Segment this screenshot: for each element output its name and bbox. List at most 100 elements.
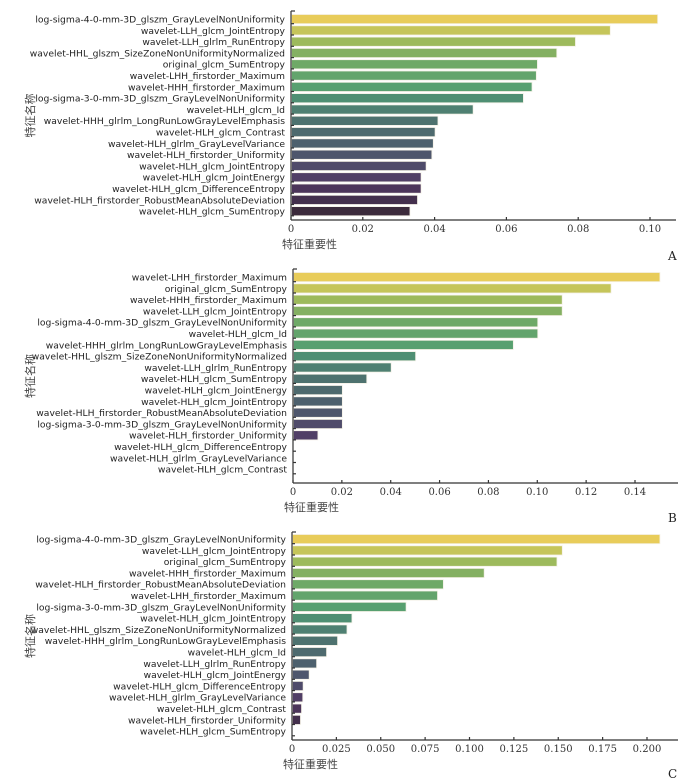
bar xyxy=(291,194,418,205)
y-tick-label: wavelet-HLH_glcm_Contrast xyxy=(156,128,286,139)
bar xyxy=(291,25,611,36)
bar xyxy=(291,149,433,160)
x-tick-label: 0.02 xyxy=(352,224,374,235)
bar xyxy=(291,93,524,104)
bar xyxy=(293,418,343,429)
y-axis-title: 特征名称 xyxy=(23,94,37,138)
bar xyxy=(292,714,301,725)
x-tick-label: 0 xyxy=(290,487,296,498)
chart-panel-b: wavelet-LHH_firstorder_Maximumoriginal_g… xyxy=(23,268,678,525)
y-tick-label: wavelet-LHH_firstorder_Maximum xyxy=(132,273,287,284)
y-tick-label: wavelet-HLH_glcm_Id xyxy=(187,105,285,116)
bar xyxy=(292,624,348,635)
x-tick-label: 0.02 xyxy=(331,487,353,498)
bar xyxy=(293,351,417,362)
y-tick-label: wavelet-LLH_glcm_JointEntropy xyxy=(143,306,288,317)
x-tick-label: 0.150 xyxy=(544,744,573,755)
y-tick-label: wavelet-LLH_glrlm_RunEntropy xyxy=(143,659,286,670)
bar xyxy=(293,430,319,441)
y-tick-label: wavelet-HHH_firstorder_Maximum xyxy=(129,568,286,579)
y-tick-label: wavelet-HHL_glszm_SizeZoneNonUniformityN… xyxy=(30,48,285,59)
x-tick-label: 0.075 xyxy=(411,744,440,755)
bar xyxy=(292,613,353,624)
bar xyxy=(292,590,438,601)
y-tick-label: wavelet-LLH_glcm_JointEntropy xyxy=(141,26,286,37)
bar xyxy=(291,59,538,70)
chart-panel-a: log-sigma-4-0-mm-3D_glszm_GrayLevelNonUn… xyxy=(23,10,677,263)
x-tick-label: 0.10 xyxy=(526,487,548,498)
y-tick-label: wavelet-HHH_firstorder_Maximum xyxy=(128,82,285,93)
bar xyxy=(293,407,343,418)
y-tick-label: wavelet-HLH_glcm_DifferenceEntropy xyxy=(112,184,285,195)
bar xyxy=(291,70,537,81)
x-axis-title: 特征重要性 xyxy=(284,500,339,514)
y-tick-label: wavelet-HHH_firstorder_Maximum xyxy=(130,295,287,306)
bar xyxy=(291,183,422,194)
y-tick-label: wavelet-HLH_firstorder_RobustMeanAbsolut… xyxy=(34,195,285,206)
y-tick-label: log-sigma-3-0-mm-3D_glszm_GrayLevelNonUn… xyxy=(37,419,287,430)
y-tick-label: wavelet-HLH_glcm_SumEntropy xyxy=(141,374,288,385)
bar xyxy=(292,692,304,703)
y-tick-label: original_glcm_SumEntropy xyxy=(165,284,288,295)
x-tick-label: 0.10 xyxy=(639,224,661,235)
bar xyxy=(293,385,343,396)
bar xyxy=(293,373,368,384)
y-tick-label: wavelet-HLH_glcm_JointEntropy xyxy=(141,397,287,408)
y-tick-label: wavelet-LLH_glrlm_RunEntropy xyxy=(142,37,285,48)
y-tick-label: log-sigma-4-0-mm-3D_glszm_GrayLevelNonUn… xyxy=(35,15,285,26)
x-tick-label: 0.025 xyxy=(322,744,351,755)
bar xyxy=(293,396,343,407)
y-tick-label: wavelet-HLH_firstorder_Uniformity xyxy=(127,150,286,161)
y-tick-label: original_glcm_SumEntropy xyxy=(163,60,286,71)
bar xyxy=(292,579,444,590)
y-tick-label: wavelet-HLH_glcm_SumEntropy xyxy=(140,727,287,738)
bar xyxy=(291,138,434,149)
bar xyxy=(291,115,439,126)
x-tick-label: 0.175 xyxy=(588,744,617,755)
bar xyxy=(292,635,338,646)
y-tick-label: wavelet-LHH_firstorder_Maximum xyxy=(131,591,286,602)
bar xyxy=(293,339,514,350)
bar xyxy=(292,658,318,669)
x-tick-label: 0 xyxy=(289,744,295,755)
bar xyxy=(291,36,576,47)
y-tick-label: wavelet-HLH_firstorder_RobustMeanAbsolut… xyxy=(36,408,287,419)
y-tick-label: wavelet-LLH_glrlm_RunEntropy xyxy=(144,363,287,374)
bar xyxy=(292,681,304,692)
y-tick-label: log-sigma-4-0-mm-3D_glszm_GrayLevelNonUn… xyxy=(36,535,286,546)
x-tick-label: 0 xyxy=(288,224,294,235)
y-tick-label: wavelet-HLH_glcm_JointEnergy xyxy=(144,670,287,681)
y-tick-label: wavelet-HHH_glrlm_LongRunLowGrayLevelEmp… xyxy=(44,116,285,127)
y-axis-title: 特征名称 xyxy=(23,614,37,658)
bar xyxy=(292,703,302,714)
x-tick-label: 0.04 xyxy=(380,487,402,498)
y-tick-label: wavelet-LHH_firstorder_Maximum xyxy=(130,71,285,82)
bar xyxy=(293,362,392,373)
x-tick-label: 0.100 xyxy=(455,744,484,755)
bar xyxy=(293,305,563,316)
y-tick-label: wavelet-HLH_glcm_Id xyxy=(188,648,286,659)
bar xyxy=(292,568,485,579)
y-tick-label: wavelet-HLH_glcm_Id xyxy=(189,329,287,340)
bar xyxy=(293,294,563,305)
x-axis-title: 特征重要性 xyxy=(283,757,338,771)
bar xyxy=(293,328,539,339)
x-tick-label: 0.12 xyxy=(575,487,597,498)
y-axis-title: 特征名称 xyxy=(23,354,37,398)
y-tick-label: wavelet-LLH_glcm_JointEntropy xyxy=(142,546,287,557)
y-tick-label: wavelet-HHL_glszm_SizeZoneNonUniformityN… xyxy=(32,352,287,363)
bar xyxy=(292,647,327,658)
y-tick-label: wavelet-HLH_glcm_Contrast xyxy=(158,465,288,476)
bar xyxy=(291,81,533,92)
y-tick-label: wavelet-HLH_firstorder_Uniformity xyxy=(128,715,287,726)
bar xyxy=(291,48,558,59)
x-tick-label: 0.06 xyxy=(495,224,517,235)
x-tick-label: 0.06 xyxy=(428,487,450,498)
bar xyxy=(291,206,411,217)
x-tick-label: 0.200 xyxy=(633,744,662,755)
y-tick-label: wavelet-HLH_glcm_SumEntropy xyxy=(139,207,286,218)
y-tick-label: wavelet-HLH_glrlm_GrayLevelVariance xyxy=(109,693,286,704)
panel-letter: C xyxy=(668,767,677,781)
y-tick-label: wavelet-HLH_glrlm_GrayLevelVariance xyxy=(108,139,285,150)
y-tick-label: wavelet-HHH_glrlm_LongRunLowGrayLevelEmp… xyxy=(46,340,287,351)
